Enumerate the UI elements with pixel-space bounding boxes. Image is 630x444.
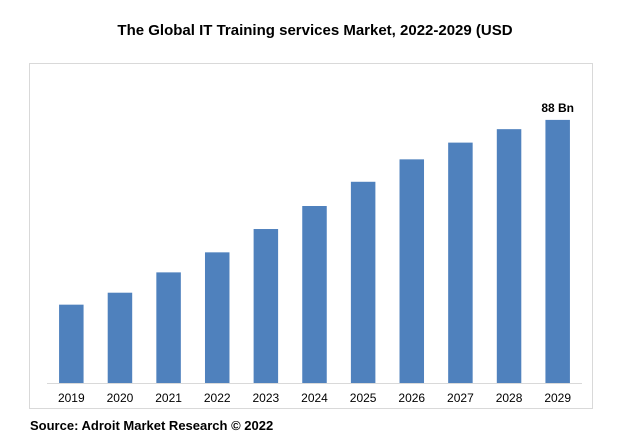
data-label-2029: 88 Bn [541, 101, 574, 115]
bar-2019 [59, 304, 84, 383]
x-tick-label-2028: 2028 [496, 391, 523, 405]
x-tick-label-2025: 2025 [350, 391, 377, 405]
x-tick-label-2022: 2022 [204, 391, 231, 405]
plot-area-frame [29, 63, 593, 409]
chart-title: The Global IT Training services Market, … [117, 22, 513, 39]
bar-2024 [302, 206, 327, 383]
bar-2028 [496, 129, 522, 383]
bar-2022 [204, 252, 230, 383]
bar-2027 [448, 142, 473, 383]
bar-2029 [545, 119, 570, 383]
x-tick-label-2029: 2029 [544, 391, 571, 405]
x-tick-label-2024: 2024 [301, 391, 328, 405]
bar-2026 [399, 159, 425, 383]
x-tick-label-2019: 2019 [58, 391, 85, 405]
x-tick-label-2020: 2020 [107, 391, 134, 405]
source-note: Source: Adroit Market Research © 2022 [30, 418, 274, 433]
x-tick-label-2021: 2021 [155, 391, 182, 405]
x-tick-label-2027: 2027 [447, 391, 474, 405]
x-tick-label-2026: 2026 [398, 391, 425, 405]
bar-2021 [156, 272, 181, 383]
bar-2020 [107, 292, 133, 383]
bar-2023 [253, 229, 279, 383]
x-tick-label-2023: 2023 [253, 391, 280, 405]
bar-2025 [350, 181, 376, 383]
